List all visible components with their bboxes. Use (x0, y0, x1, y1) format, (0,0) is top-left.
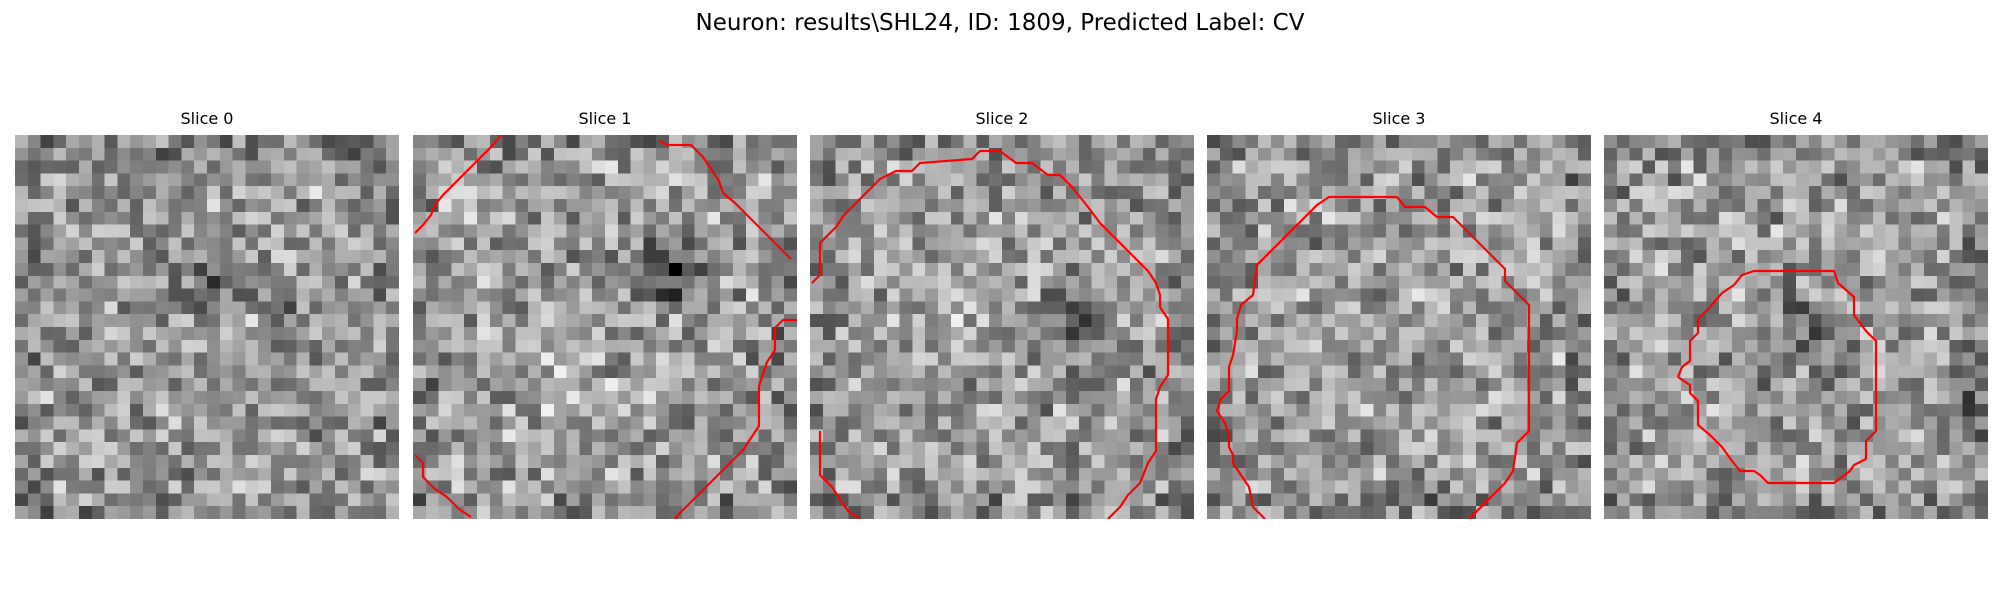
roi-contour-segment (1215, 195, 1531, 519)
slice-image (15, 135, 399, 519)
slice-panel-4: Slice 4 (1604, 107, 1988, 519)
slice-image-frame (1604, 135, 1988, 519)
slice-image (810, 135, 1194, 519)
roi-contour-overlay (15, 135, 399, 519)
roi-contour-overlay (1676, 269, 1878, 485)
slice-panel-3: Slice 3 (1207, 107, 1591, 519)
slice-image-frame (810, 135, 1194, 519)
roi-contour-segment (414, 135, 502, 234)
figure-title: Neuron: results\SHL24, ID: 1809, Predict… (695, 10, 1305, 36)
roi-contour-overlay (811, 149, 1170, 519)
roi-contour-segment (1676, 269, 1878, 485)
slice-image-frame (1207, 135, 1591, 519)
roi-contour-segment (674, 318, 797, 519)
slice-title: Slice 3 (1372, 109, 1426, 128)
roi-contour-segment (811, 149, 1170, 519)
roi-contour-segment (414, 454, 472, 518)
roi-contour-overlay (414, 135, 797, 519)
slice-panel-0: Slice 0 (15, 107, 399, 519)
slice-title: Slice 4 (1769, 109, 1823, 128)
slice-title: Slice 2 (975, 109, 1029, 128)
slice-image (1604, 135, 1988, 519)
slice-title: Slice 1 (578, 109, 632, 128)
slice-image-frame (15, 135, 399, 519)
slice-image-frame (413, 135, 797, 519)
slice-title: Slice 0 (180, 109, 234, 128)
slice-panel-1: Slice 1 (413, 107, 797, 519)
roi-contour-segment (818, 431, 861, 519)
roi-contour-overlay (1215, 195, 1531, 519)
slice-panel-2: Slice 2 (810, 107, 1194, 519)
roi-contour-segment (658, 139, 792, 260)
slice-image (413, 135, 797, 519)
